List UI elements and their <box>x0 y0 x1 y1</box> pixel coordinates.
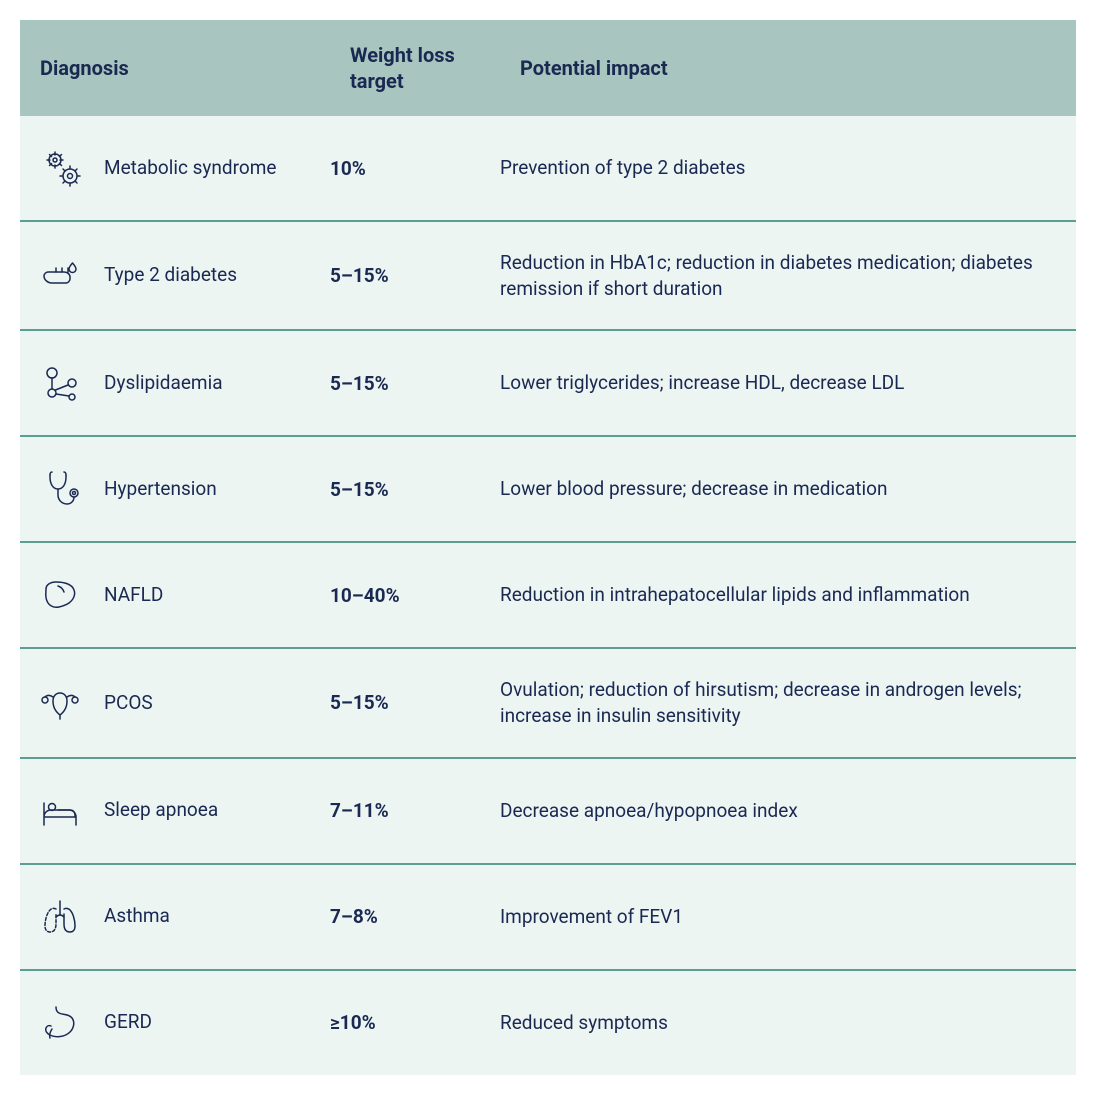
diagnosis-cell: Dyslipidaemia <box>20 331 330 435</box>
impact-cell: Lower blood pressure; decrease in medica… <box>500 448 1076 530</box>
header-target: Weight loss target <box>330 20 500 116</box>
diagnosis-label: NAFLD <box>104 583 163 608</box>
header-impact: Potential impact <box>500 33 1076 103</box>
lungs-icon <box>36 893 84 941</box>
table-row: Asthma 7–8%Improvement of FEV1 <box>20 865 1076 971</box>
uterus-icon <box>36 679 84 727</box>
hand-drop-icon <box>36 252 84 300</box>
diagnosis-cell: Type 2 diabetes <box>20 224 330 328</box>
table-row: Metabolic syndrome 10%Prevention of type … <box>20 116 1076 222</box>
stomach-icon <box>36 999 84 1047</box>
table-row: GERD ≥10%Reduced symptoms <box>20 971 1076 1075</box>
weight-loss-table: Diagnosis Weight loss target Potential i… <box>20 20 1076 1075</box>
table-row: NAFLD 10–40%Reduction in intrahepatocellu… <box>20 543 1076 649</box>
diagnosis-cell: PCOS <box>20 651 330 755</box>
diagnosis-cell: Hypertension <box>20 437 330 541</box>
molecule-icon <box>36 359 84 407</box>
diagnosis-cell: Sleep apnoea <box>20 759 330 863</box>
impact-cell: Reduction in intrahepatocellular lipids … <box>500 554 1076 636</box>
target-cell: 5–15% <box>330 663 500 742</box>
table-row: Hypertension 5–15%Lower blood pressure; d… <box>20 437 1076 543</box>
target-cell: 7–8% <box>330 877 500 956</box>
diagnosis-label: Metabolic syndrome <box>104 156 276 181</box>
impact-cell: Reduced symptoms <box>500 982 1076 1064</box>
impact-cell: Reduction in HbA1c; reduction in diabete… <box>500 222 1076 329</box>
target-cell: 5–15% <box>330 236 500 315</box>
table-row: Sleep apnoea 7–11%Decrease apnoea/hypopno… <box>20 759 1076 865</box>
target-cell: 5–15% <box>330 344 500 423</box>
diagnosis-label: GERD <box>104 1010 152 1035</box>
table-row: Dyslipidaemia 5–15%Lower triglycerides; i… <box>20 331 1076 437</box>
impact-cell: Prevention of type 2 diabetes <box>500 127 1076 209</box>
header-diagnosis: Diagnosis <box>20 33 330 103</box>
diagnosis-label: Sleep apnoea <box>104 798 218 823</box>
gears-icon <box>36 144 84 192</box>
table-row: Type 2 diabetes 5–15%Reduction in HbA1c; … <box>20 222 1076 331</box>
impact-cell: Lower triglycerides; increase HDL, decre… <box>500 342 1076 424</box>
diagnosis-cell: Metabolic syndrome <box>20 116 330 220</box>
target-cell: 10% <box>330 129 500 208</box>
target-cell: 10–40% <box>330 556 500 635</box>
diagnosis-cell: Asthma <box>20 865 330 969</box>
diagnosis-cell: NAFLD <box>20 543 330 647</box>
table-row: PCOS 5–15%Ovulation; reduction of hirsuti… <box>20 649 1076 758</box>
diagnosis-label: PCOS <box>104 691 153 716</box>
target-cell: 7–11% <box>330 771 500 850</box>
impact-cell: Decrease apnoea/hypopnoea index <box>500 770 1076 852</box>
diagnosis-label: Dyslipidaemia <box>104 371 223 396</box>
diagnosis-label: Type 2 diabetes <box>104 263 237 288</box>
bed-icon <box>36 787 84 835</box>
target-cell: 5–15% <box>330 450 500 529</box>
diagnosis-cell: GERD <box>20 971 330 1075</box>
impact-cell: Ovulation; reduction of hirsutism; decre… <box>500 649 1076 756</box>
table-header-row: Diagnosis Weight loss target Potential i… <box>20 20 1076 116</box>
target-cell: ≥10% <box>330 983 500 1062</box>
diagnosis-label: Hypertension <box>104 477 217 502</box>
liver-icon <box>36 571 84 619</box>
diagnosis-label: Asthma <box>104 904 170 929</box>
stethoscope-icon <box>36 465 84 513</box>
impact-cell: Improvement of FEV1 <box>500 876 1076 958</box>
